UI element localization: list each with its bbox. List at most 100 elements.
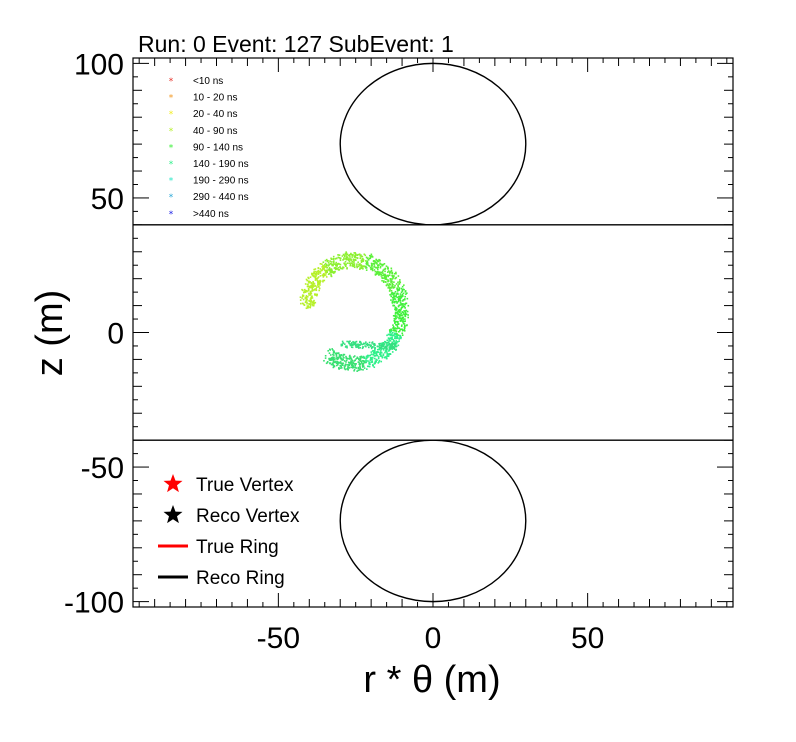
hit-point <box>386 342 388 344</box>
hit-point <box>391 282 394 285</box>
hit-point <box>385 275 387 278</box>
hit-point <box>400 336 402 339</box>
hit-point <box>359 265 361 267</box>
hit-point <box>323 268 325 270</box>
hit-point <box>393 348 396 350</box>
detector-outline <box>133 62 733 603</box>
hit-point <box>330 271 333 274</box>
hit-point <box>394 290 397 293</box>
hit-point <box>382 263 385 266</box>
hit-point <box>346 345 348 347</box>
hit-point <box>344 368 347 371</box>
hit-point <box>404 315 407 318</box>
hit-point <box>325 266 328 269</box>
hit-point <box>359 357 362 359</box>
hit-point <box>379 351 381 354</box>
hit-point <box>380 353 382 356</box>
hit-point <box>406 310 409 313</box>
hit-point <box>360 355 363 358</box>
x-tick-label: -50 <box>257 622 300 655</box>
hit-point <box>335 263 338 266</box>
y-tick-label: 100 <box>74 48 124 81</box>
hit-point <box>341 363 343 366</box>
hit-point <box>379 272 381 274</box>
hit-point <box>349 253 352 256</box>
x-tick-label: 0 <box>425 622 442 655</box>
hit-point <box>324 354 327 357</box>
hit-point <box>402 318 405 320</box>
hit-point <box>399 299 402 301</box>
hit-point <box>396 341 399 343</box>
hit-point <box>387 344 390 346</box>
hit-point <box>385 356 388 358</box>
hit-point <box>388 290 391 292</box>
hit-point <box>364 260 367 262</box>
hit-point <box>396 335 399 337</box>
hit-point <box>327 273 330 276</box>
hit-point <box>318 287 321 290</box>
hit-point <box>322 273 325 276</box>
hit-point <box>405 324 408 327</box>
hit-point <box>393 301 396 304</box>
hit-point <box>308 281 310 284</box>
hit-point <box>340 365 342 368</box>
hit-point <box>387 280 390 282</box>
hit-point <box>305 289 308 292</box>
legend-label: True Vertex <box>196 475 294 496</box>
hit-point <box>377 270 379 273</box>
hit-point <box>367 360 369 362</box>
hit-point <box>366 260 369 262</box>
hit-point <box>376 263 378 265</box>
hit-point <box>382 348 385 351</box>
hit-point <box>309 286 312 289</box>
hit-point <box>322 280 324 283</box>
hit-point <box>331 264 333 266</box>
hit-point <box>339 361 342 363</box>
time-legend-marker: * <box>169 193 174 203</box>
hit-point <box>389 353 392 355</box>
time-legend-marker: * <box>169 177 174 187</box>
hit-point <box>394 313 397 315</box>
hit-point <box>347 262 349 265</box>
hit-point <box>381 263 384 266</box>
hit-point <box>359 340 361 343</box>
hit-point <box>321 263 323 265</box>
hit-point <box>351 265 354 267</box>
hit-point <box>404 295 406 298</box>
hit-point <box>401 303 404 305</box>
hit-point <box>388 271 391 273</box>
hit-point <box>344 252 347 255</box>
hit-point <box>402 300 404 302</box>
hit-point <box>306 298 308 300</box>
hit-point <box>382 269 384 272</box>
hit-point <box>323 264 326 266</box>
hit-point <box>306 279 309 282</box>
hit-point <box>326 271 329 273</box>
hit-point <box>362 365 365 368</box>
hit-point <box>299 296 302 299</box>
hit-point <box>326 269 329 272</box>
hit-point <box>317 282 319 285</box>
hit-point <box>363 367 366 369</box>
hit-point <box>329 354 332 356</box>
hit-point <box>330 270 333 273</box>
hit-point <box>380 347 382 350</box>
hit-point <box>373 362 376 365</box>
hit-point <box>392 294 395 296</box>
hit-point <box>329 262 332 265</box>
hit-point <box>389 331 392 334</box>
time-legend-label: 140 - 190 ns <box>193 159 249 170</box>
hit-point <box>332 353 334 356</box>
hit-point <box>402 305 405 308</box>
hit-point <box>397 327 399 329</box>
marker-legend: True Vertex Reco Vertex True Ring Reco Ring <box>158 474 300 589</box>
hit-point <box>310 284 312 287</box>
hit-point <box>384 356 386 359</box>
hit-point <box>385 276 387 279</box>
hit-point <box>362 260 365 263</box>
hit-point <box>342 266 344 269</box>
hit-point <box>346 267 348 269</box>
hit-point <box>336 358 338 361</box>
hit-point <box>340 354 342 357</box>
hit-point <box>379 262 381 265</box>
